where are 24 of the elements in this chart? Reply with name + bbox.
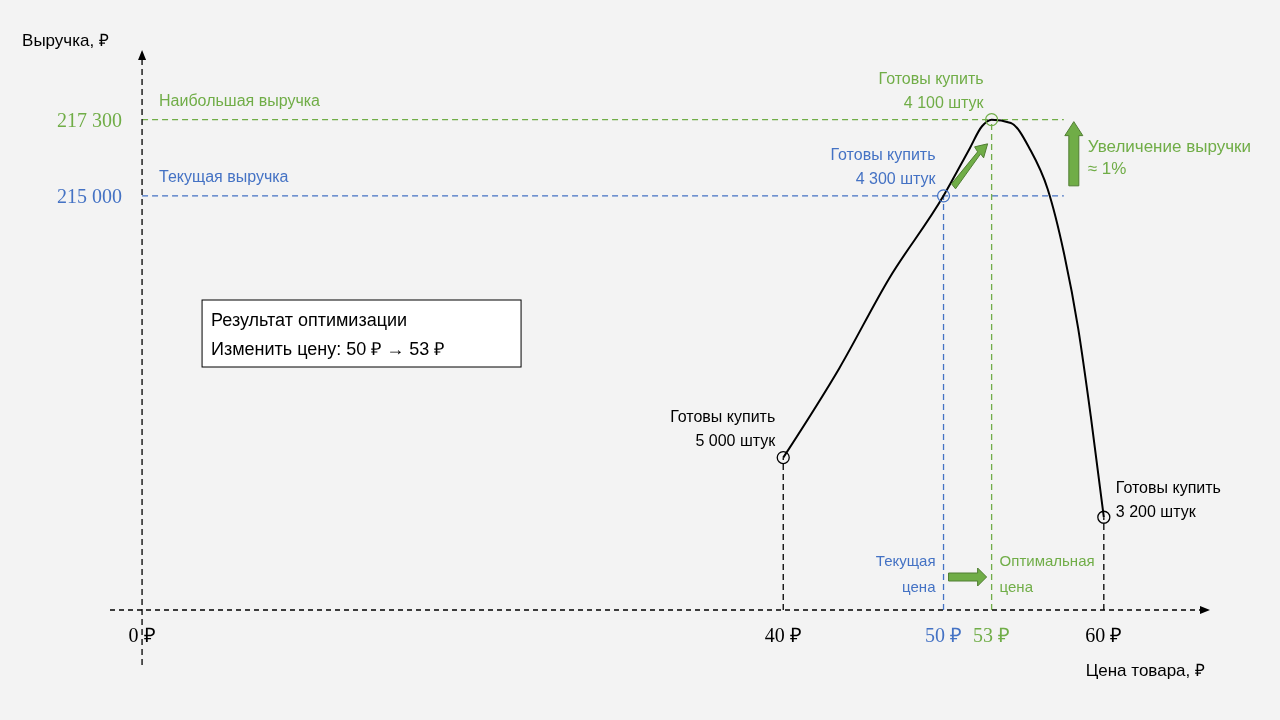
annotation: Увеличение выручки ≈ 1% — [1087, 136, 1251, 178]
annotation: Готовы купить 3 200 штук — [1115, 479, 1221, 521]
ref-line-label: Наибольшая выручка — [159, 91, 321, 109]
annotation: Результат оптимизации — [211, 310, 408, 330]
x-tick-label: 40 ₽ — [764, 624, 802, 646]
annotation: Готовы купить 4 100 штук — [878, 69, 985, 111]
ref-line-label: Текущая цена — [875, 552, 937, 595]
point — [776, 450, 790, 465]
x-tick-label: 50 ₽ — [925, 624, 963, 646]
ref-line-label: Текущая выручка — [159, 167, 289, 185]
y-tick-label: 217 300 — [57, 108, 123, 131]
x-tick-label: 60 ₽ — [1085, 624, 1123, 646]
x-tick-label: 53 ₽ — [973, 624, 1011, 646]
x-axis-title: Цена товара, ₽ — [1085, 661, 1205, 680]
annotation: Изменить цену: 50 ₽ → 53 ₽ — [211, 339, 445, 359]
annotation: Готовы купить 4 300 штук — [830, 145, 937, 187]
point — [984, 112, 999, 127]
point — [1097, 510, 1111, 524]
x-tick-label: 0 ₽ — [128, 624, 156, 646]
y-axis-title: Выручка, ₽ — [22, 31, 109, 50]
annotation: Готовы купить 5 000 штук — [670, 407, 777, 449]
y-tick-label: 215 000 — [57, 184, 123, 207]
ref-line-label: Оптимальная цена — [999, 552, 1095, 595]
point — [936, 189, 951, 203]
